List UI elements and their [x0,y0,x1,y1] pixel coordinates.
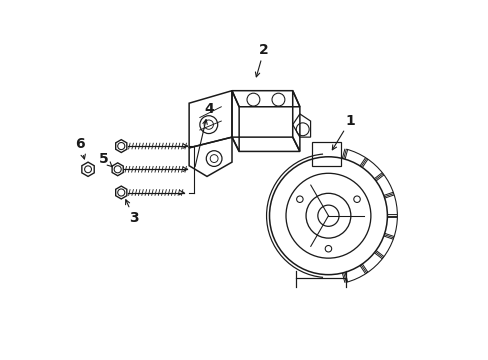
Text: 6: 6 [75,137,85,151]
Text: 2: 2 [259,42,268,57]
Text: 1: 1 [345,114,354,128]
Text: 4: 4 [203,102,213,116]
Text: 3: 3 [129,211,138,225]
Text: 5: 5 [98,152,108,166]
